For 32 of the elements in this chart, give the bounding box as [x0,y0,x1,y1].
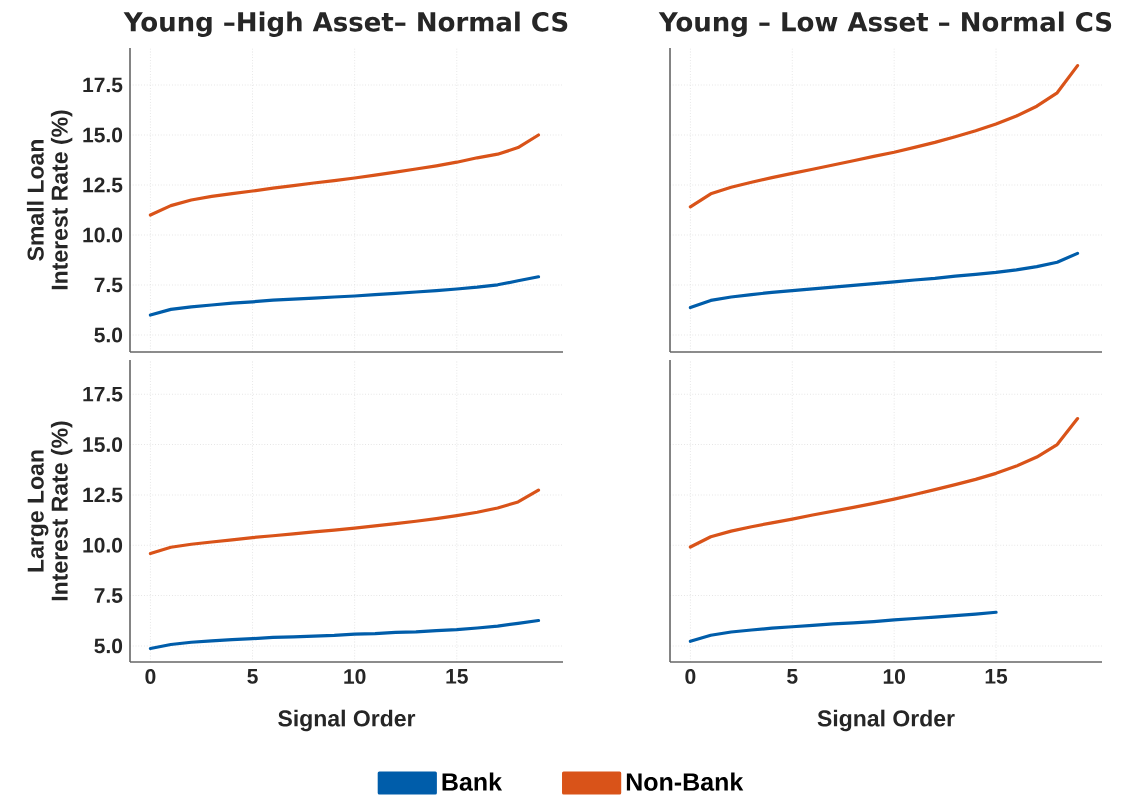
x-tick-label: 5 [787,669,798,684]
y-tick-label: 12.5 [83,177,123,193]
y-tick-label: 5.0 [94,638,123,654]
y-tick-label: 15.0 [83,437,123,453]
y-tick-label: 15.0 [83,127,123,143]
x-axis-title: Signal Order [278,709,416,732]
y-tick-label: 10.0 [83,537,123,553]
y-tick-label: 12.5 [83,487,123,503]
legend-label: Non-Bank [626,772,744,791]
y-axis-title: Small Loan Interest Rate (%) [26,110,73,290]
chart-title: Young – Low Asset – Normal CS [658,11,1112,37]
x-tick-label: 10 [344,669,366,684]
x-tick-label: 0 [145,669,156,684]
x-tick-label: 15 [985,669,1008,684]
y-axis-title: Large Loan Interest Rate (%) [27,421,73,601]
chart-title: Young –High Asset– Normal CS [123,11,568,37]
y-tick-label: 17.5 [83,77,123,93]
y-tick-label: 5.0 [94,327,123,343]
x-tick-label: 15 [446,669,468,684]
y-tick-label: 10.0 [83,227,123,243]
y-tick-label: 7.5 [94,277,123,293]
line-series [148,133,541,217]
x-tick-label: 0 [685,669,696,684]
line-series [148,618,541,651]
x-tick-label: 10 [883,669,905,684]
line-series [148,488,541,556]
x-tick-label: 5 [247,669,258,684]
legend-label: Bank [442,772,503,791]
line-series [148,275,541,317]
y-tick-label: 7.5 [94,588,123,603]
y-tick-label: 17.5 [83,386,123,402]
x-axis-title: Signal Order [817,709,955,732]
